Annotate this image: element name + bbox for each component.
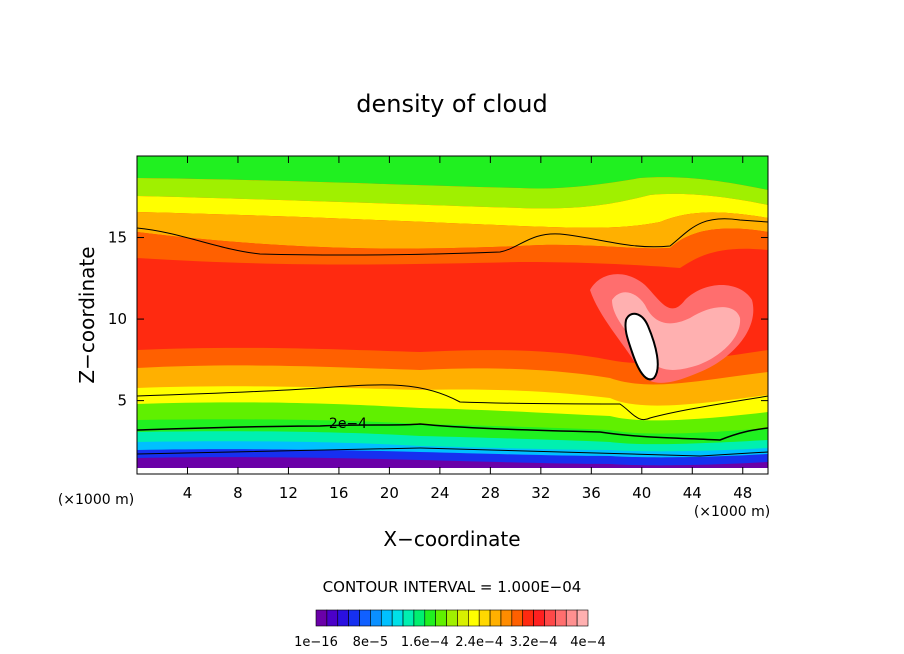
colorbar-swatch xyxy=(468,609,480,627)
colorbar-tick-label: 8e−5 xyxy=(353,635,388,650)
colorbar-swatch xyxy=(446,609,458,627)
band-orange-dark xyxy=(137,228,768,268)
band-lightgreen xyxy=(137,177,768,209)
x-tick-label: 20 xyxy=(380,484,399,502)
band-yellow xyxy=(137,193,768,228)
x-tick-label: 36 xyxy=(582,484,601,502)
colorbar-tick-label: 4e−4 xyxy=(570,635,605,650)
x-tick-label: 4 xyxy=(183,484,193,502)
x-tick-label: 16 xyxy=(329,484,348,502)
contour-label: 2e−4 xyxy=(329,416,367,432)
contour-interval-text: CONTOUR INTERVAL = 1.000E−04 xyxy=(323,578,582,596)
x-tick-label: 24 xyxy=(430,484,449,502)
colorbar-swatch xyxy=(544,609,556,627)
colorbar xyxy=(315,609,589,627)
colorbar-swatch xyxy=(555,609,567,627)
y-ticks: 5 10 15 xyxy=(108,229,768,410)
colorbar-swatch xyxy=(511,609,524,627)
colorbar-swatch xyxy=(359,609,371,627)
x-unit-label: (×1000 m) xyxy=(58,492,134,508)
colorbar-tick-label: 1e−16 xyxy=(294,635,338,650)
contour-line-lower xyxy=(137,384,768,420)
colorbar-swatch xyxy=(576,609,589,627)
colorbar-swatch xyxy=(489,609,502,627)
x-tick-label: 8 xyxy=(233,484,243,502)
x-tick-label: 28 xyxy=(481,484,500,502)
y-axis-label: Z−coordinate xyxy=(75,246,99,383)
y-tick-label: 10 xyxy=(108,310,127,328)
x-ticks: 4 8 12 16 20 24 28 32 36 40 44 48 xyxy=(183,156,752,502)
chart-title: density of cloud xyxy=(356,90,547,118)
colorbar-swatch xyxy=(500,609,513,627)
contour-line-base xyxy=(137,447,768,457)
contour-field xyxy=(137,156,768,474)
colorbar-swatch xyxy=(348,609,360,627)
colorbar-tick-label: 2.4e−4 xyxy=(455,635,503,650)
colorbar-swatch xyxy=(478,609,491,627)
y-tick-label: 15 xyxy=(108,229,127,247)
band-green-top xyxy=(137,156,768,190)
colorbar-swatch xyxy=(533,609,545,627)
colorbar-swatch xyxy=(413,609,426,627)
x-axis-label: X−coordinate xyxy=(383,527,520,551)
colorbar-swatch xyxy=(315,609,328,627)
band-ground-white xyxy=(137,468,768,474)
colorbar-swatch xyxy=(380,609,393,627)
colorbar-swatch xyxy=(326,609,339,627)
colorbar-swatch xyxy=(391,609,404,627)
x-unit-label-right: (×1000 m) xyxy=(694,504,770,520)
x-tick-label: 48 xyxy=(733,484,752,502)
colorbar-swatch xyxy=(337,609,349,627)
colorbar-swatch xyxy=(522,609,534,627)
contour-line-upper xyxy=(137,218,768,256)
x-tick-label: 32 xyxy=(531,484,550,502)
y-tick-label: 5 xyxy=(117,392,127,410)
colorbar-swatch xyxy=(435,609,447,627)
band-orange xyxy=(137,212,768,249)
colorbar-swatch xyxy=(565,609,578,627)
x-tick-label: 44 xyxy=(683,484,702,502)
x-tick-label: 12 xyxy=(279,484,298,502)
contour-line-2e4 xyxy=(137,423,768,441)
colorbar-tick-label: 1.6e−4 xyxy=(401,635,449,650)
colorbar-swatch xyxy=(457,609,469,627)
x-tick-label: 40 xyxy=(632,484,651,502)
colorbar-tick-label: 3.2e−4 xyxy=(510,635,558,650)
colorbar-swatch xyxy=(370,609,382,627)
plot-frame xyxy=(136,155,769,475)
colorbar-tick-labels: 1e−16 8e−5 1.6e−4 2.4e−4 3.2e−4 4e−4 xyxy=(294,635,606,650)
max-core-white xyxy=(624,312,659,381)
colorbar-swatch xyxy=(402,609,415,627)
colorbar-swatch xyxy=(424,609,436,627)
